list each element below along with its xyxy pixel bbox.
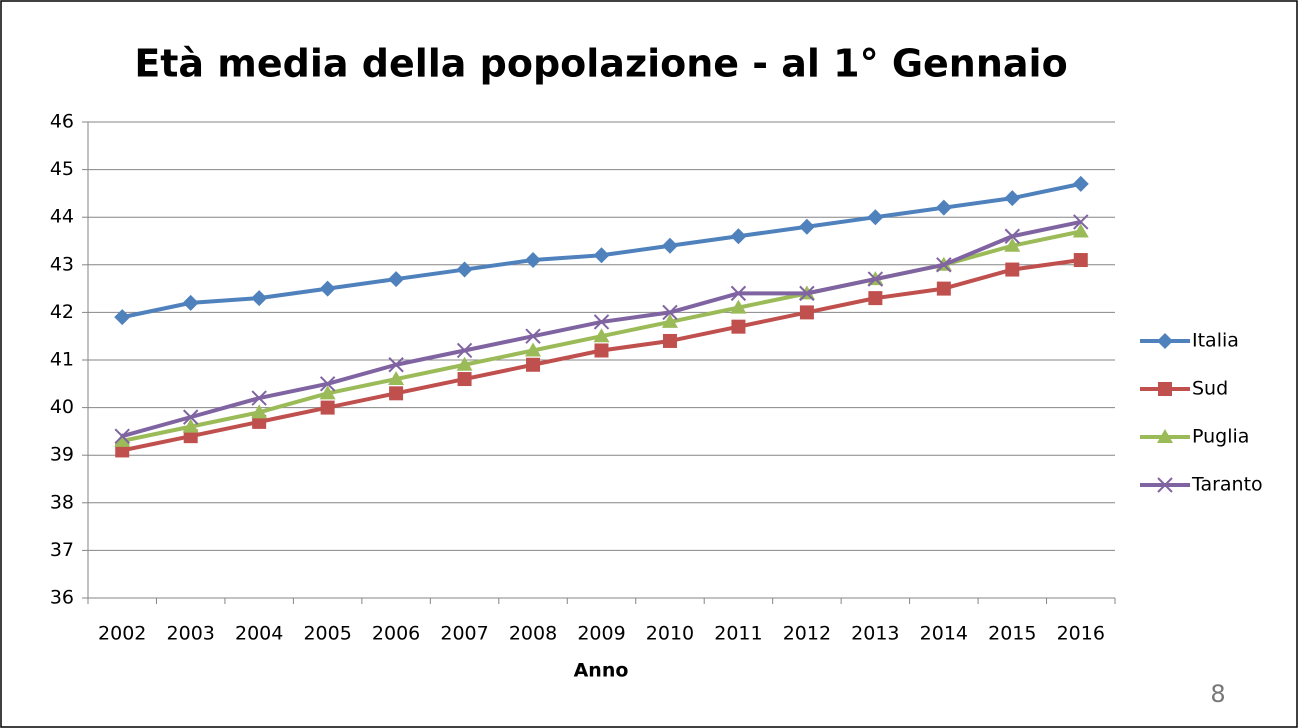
x-tick-label: 2006 (372, 623, 420, 645)
x-tick-label: 2015 (988, 623, 1036, 645)
x-tick-label: 2008 (509, 623, 557, 645)
y-tick-label: 39 (50, 444, 74, 466)
point (320, 400, 335, 415)
point (114, 309, 131, 326)
point (935, 199, 952, 216)
point (525, 252, 542, 269)
legend-marker (1157, 333, 1173, 349)
point (388, 271, 405, 288)
point (799, 305, 814, 320)
legend-label: Italia (1192, 330, 1239, 352)
x-tick-label: 2007 (440, 623, 488, 645)
point (593, 247, 610, 264)
point (662, 304, 678, 321)
point (798, 218, 815, 235)
x-tick-label: 2002 (98, 623, 146, 645)
x-tick-label: 2014 (920, 623, 968, 645)
legend-marker (1157, 477, 1173, 493)
point (115, 443, 130, 458)
y-tick-label: 37 (50, 539, 74, 561)
point (594, 343, 609, 358)
x-tick-label: 2010 (646, 623, 694, 645)
point (799, 285, 815, 302)
point (1004, 237, 1021, 252)
legend-label: Puglia (1192, 426, 1249, 448)
y-tick-label: 41 (50, 349, 74, 371)
point (252, 414, 267, 429)
x-tick-label: 2003 (167, 623, 215, 645)
point (251, 404, 268, 419)
point (182, 409, 199, 425)
y-tick-label: 40 (50, 396, 74, 418)
x-tick-label: 2004 (235, 623, 283, 645)
point (867, 271, 884, 287)
slide-number: 8 (1210, 680, 1225, 708)
point (319, 385, 336, 400)
x-tick-label: 2009 (577, 623, 625, 645)
point (388, 371, 405, 386)
x-tick-label: 2012 (783, 623, 831, 645)
x-axis-label: Anno (574, 660, 629, 682)
point (1073, 253, 1088, 268)
point (456, 342, 473, 359)
point (730, 299, 747, 314)
point (183, 429, 198, 444)
point (319, 376, 336, 392)
y-tick-label: 36 (50, 587, 74, 609)
x-tick-label: 2016 (1057, 623, 1105, 645)
point (662, 333, 677, 348)
y-tick-label: 46 (50, 111, 74, 133)
point (525, 342, 542, 357)
x-tick-label: 2011 (714, 623, 762, 645)
y-tick-label: 44 (50, 206, 74, 228)
point (593, 328, 610, 343)
point (868, 291, 883, 306)
point (1073, 214, 1089, 230)
point (251, 290, 268, 307)
point (182, 294, 199, 311)
legend-label: Taranto (1191, 474, 1263, 496)
point (525, 328, 541, 344)
point (867, 209, 884, 226)
point (1072, 223, 1089, 238)
point (182, 418, 199, 433)
point (1072, 175, 1089, 192)
point (730, 228, 747, 245)
legend-label: Sud (1192, 378, 1228, 400)
point (1005, 262, 1020, 277)
point (936, 281, 951, 296)
point (114, 428, 130, 444)
point (114, 432, 131, 447)
point (457, 372, 472, 387)
point (731, 319, 746, 334)
chart-title: Età media della popolazione - al 1° Genn… (134, 42, 1067, 86)
point (661, 237, 678, 254)
y-tick-label: 42 (50, 301, 74, 323)
point (456, 261, 473, 278)
point (593, 314, 610, 330)
point (456, 356, 473, 371)
point (389, 386, 404, 401)
point (730, 285, 747, 302)
point (526, 357, 541, 372)
x-tick-label: 2013 (851, 623, 899, 645)
point (1004, 228, 1021, 244)
point (661, 313, 678, 328)
x-tick-label: 2005 (303, 623, 351, 645)
point (936, 257, 952, 273)
y-tick-label: 43 (50, 253, 74, 275)
point (388, 357, 404, 373)
y-tick-label: 45 (50, 158, 74, 180)
legend-marker (1158, 382, 1172, 396)
legend-marker (1157, 429, 1173, 443)
y-tick-label: 38 (50, 491, 74, 513)
point (251, 390, 267, 406)
point (1004, 190, 1021, 207)
point (319, 280, 336, 297)
